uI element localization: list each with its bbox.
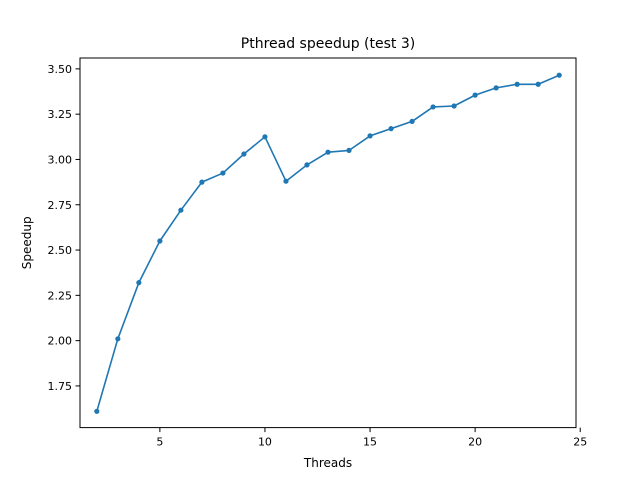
data-point bbox=[115, 336, 121, 342]
y-axis-label: Speedup bbox=[20, 216, 34, 269]
plot-area bbox=[94, 72, 562, 414]
data-point bbox=[493, 85, 499, 91]
y-tick-label: 2.25 bbox=[48, 289, 73, 302]
data-point bbox=[304, 162, 310, 168]
data-point bbox=[241, 151, 247, 157]
y-tick-label: 3.25 bbox=[48, 108, 73, 121]
chart-title: Pthread speedup (test 3) bbox=[241, 36, 415, 52]
data-point bbox=[262, 134, 268, 140]
data-point bbox=[535, 81, 541, 87]
data-point bbox=[346, 147, 352, 153]
data-point bbox=[556, 72, 562, 78]
x-tick-label: 5 bbox=[156, 436, 163, 449]
series-line bbox=[96, 74, 560, 413]
y-tick-label: 1.75 bbox=[48, 380, 73, 393]
data-point bbox=[451, 103, 457, 109]
data-point bbox=[472, 92, 478, 98]
data-point bbox=[94, 408, 100, 414]
data-point bbox=[367, 133, 373, 139]
x-axis: 5 10 15 20 25 bbox=[156, 427, 587, 449]
data-point bbox=[409, 118, 415, 125]
y-tick-label: 2.50 bbox=[48, 244, 73, 257]
axes-frame bbox=[79, 57, 577, 429]
data-point bbox=[514, 81, 520, 87]
x-tick-label: 25 bbox=[573, 436, 587, 449]
y-tick-label: 3.00 bbox=[48, 153, 73, 166]
y-tick-label: 3.50 bbox=[48, 63, 73, 76]
data-point bbox=[199, 179, 205, 185]
data-point bbox=[325, 149, 331, 155]
data-point bbox=[430, 104, 436, 110]
x-tick-label: 20 bbox=[468, 436, 482, 449]
x-tick-label: 10 bbox=[258, 436, 272, 449]
data-point bbox=[220, 170, 226, 176]
data-point bbox=[178, 207, 184, 213]
data-point bbox=[283, 178, 289, 184]
x-axis-label: Threads bbox=[303, 456, 352, 470]
y-tick-label: 2.00 bbox=[48, 335, 73, 348]
data-point bbox=[157, 238, 163, 244]
data-point bbox=[388, 126, 394, 132]
data-point bbox=[136, 280, 142, 286]
x-tick-label: 15 bbox=[363, 436, 377, 449]
y-tick-label: 2.75 bbox=[48, 199, 73, 212]
y-axis: 1.75 2.00 2.25 2.50 2.75 3.00 3.25 3.50 bbox=[48, 63, 80, 393]
